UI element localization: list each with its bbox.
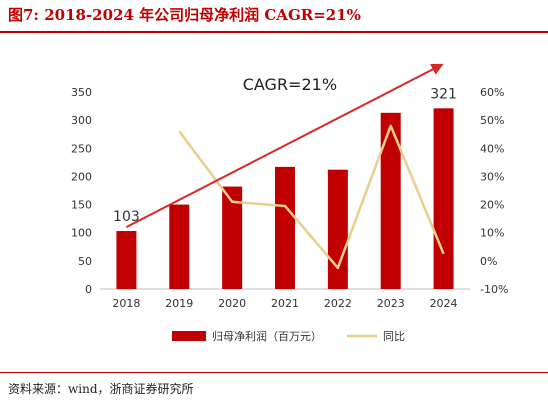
bar-2018 [116, 231, 137, 289]
left-tick-label: 250 [71, 142, 92, 155]
left-tick-label: 350 [71, 86, 92, 99]
source-rule [0, 372, 548, 373]
legend-bar-swatch [172, 331, 206, 341]
x-tick-label: 2023 [377, 297, 405, 310]
bar-2019 [169, 204, 190, 289]
bar-2022 [327, 169, 348, 289]
left-tick-label: 150 [71, 199, 92, 212]
source-note: 资料来源：wind，浙商证券研究所 [8, 382, 194, 396]
bar-2024 [433, 108, 454, 289]
left-tick-label: 300 [71, 114, 92, 127]
right-axis: -10% 0% 10% 20% 30% 40% 50% 60% [480, 86, 508, 296]
right-tick-label: 20% [480, 199, 504, 212]
trend-arrow-head [430, 63, 444, 75]
left-tick-label: 100 [71, 227, 92, 240]
right-tick-label: 60% [480, 86, 504, 99]
x-axis: 2018 2019 2020 2021 2022 2023 2024 [112, 297, 457, 310]
bars [116, 108, 454, 289]
left-tick-label: 50 [78, 255, 92, 268]
left-tick-label: 0 [85, 283, 92, 296]
bar-2023 [380, 112, 401, 289]
right-tick-label: 10% [480, 227, 504, 240]
legend-line-label: 同比 [383, 330, 405, 343]
chart-svg: 0 50 100 150 200 250 300 350 -10% 0% 10% 20% 30% 40%… [71, 63, 508, 343]
bar-2021 [275, 166, 295, 289]
legend-bar-label: 归母净利润（百万元） [212, 329, 322, 343]
right-tick-label: 30% [480, 170, 504, 183]
x-tick-label: 2024 [430, 297, 458, 310]
yoy-line [178, 124, 445, 270]
figure-title: 图7: 2018-2024 年公司归母净利润 CAGR=21% [8, 6, 361, 24]
legend: 归母净利润（百万元） 同比 [172, 329, 405, 343]
x-tick-label: 2018 [112, 297, 140, 310]
right-tick-label: -10% [480, 283, 508, 296]
title-rule [0, 31, 548, 33]
right-tick-label: 0% [480, 255, 497, 268]
right-tick-label: 40% [480, 142, 504, 155]
right-tick-label: 50% [480, 114, 504, 127]
left-axis: 0 50 100 150 200 250 300 350 [71, 86, 92, 296]
x-tick-label: 2019 [165, 297, 193, 310]
data-label-2018: 103 [113, 209, 140, 225]
x-tick-label: 2022 [324, 297, 352, 310]
bar-2020 [222, 186, 243, 289]
trend-arrow [125, 63, 444, 228]
x-tick-label: 2020 [218, 297, 246, 310]
left-tick-label: 200 [71, 170, 92, 183]
cagr-label: CAGR=21% [243, 75, 337, 94]
x-tick-label: 2021 [271, 297, 299, 310]
trend-arrow-shaft [125, 65, 439, 228]
data-label-2024: 321 [430, 86, 457, 102]
